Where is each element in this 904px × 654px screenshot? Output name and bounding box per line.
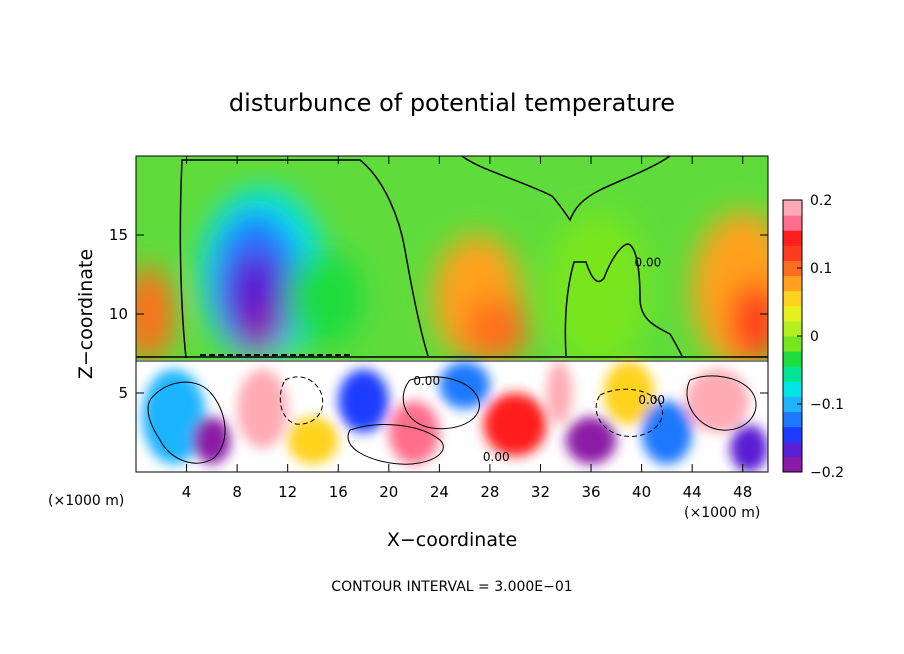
field-blob (730, 282, 768, 362)
field-blob (730, 424, 768, 472)
colorbar-swatch (783, 260, 802, 277)
field-blob (142, 369, 206, 465)
field-blob (439, 361, 490, 409)
colorbar-swatch (783, 215, 802, 231)
lower-contour-d (595, 388, 663, 437)
x-tick-label: 4 (182, 483, 192, 501)
colorbar-swatch (783, 336, 802, 352)
x-tick-label: 40 (632, 483, 651, 501)
contour-label: 0.00 (635, 256, 662, 270)
contour-label: 0.00 (638, 393, 665, 407)
colorbar-swatch (783, 396, 802, 413)
colorbar-swatch (783, 456, 802, 473)
colorbar-swatch (783, 426, 802, 443)
x-tick-label: 24 (430, 483, 449, 501)
colorbar-swatch (783, 275, 802, 292)
field-blob (287, 416, 339, 465)
colorbar-tick-label: 0.2 (810, 193, 832, 209)
zero-contour-top (461, 156, 671, 222)
x-tick-label: 48 (733, 483, 752, 501)
y-tick-label: 10 (109, 305, 128, 323)
lower-contour-b (279, 376, 324, 425)
field-blob (546, 361, 573, 425)
colorbar-swatch (783, 381, 802, 397)
field-blob (136, 266, 174, 362)
field-blob (603, 361, 655, 425)
x-unit-left: (×1000 m) (48, 493, 124, 509)
y-axis: 5 10 15 (109, 226, 768, 402)
contour-interval-label: CONTOUR INTERVAL = 3.000E−01 (331, 579, 572, 595)
field-blob (464, 298, 528, 362)
x-tick-label: 12 (278, 483, 297, 501)
x-tick-label: 36 (581, 483, 600, 501)
colorbar-swatch (783, 351, 802, 367)
field-blob (388, 400, 440, 465)
y-tick-label: 5 (118, 384, 128, 402)
x-axis: 4 8 12 16 20 24 28 32 36 40 44 48 (182, 156, 752, 501)
field-blobs-upper (136, 187, 768, 370)
y-axis-label: Z−coordinate (75, 249, 97, 379)
lower-contour-c (402, 376, 480, 430)
zero-contour-right (564, 243, 683, 357)
field-blob (237, 369, 288, 449)
field-blob (483, 393, 547, 457)
colorbar-tick-label: 0.1 (810, 261, 832, 277)
field-blob (546, 211, 648, 370)
field-blob (685, 369, 750, 433)
field-blob (240, 304, 279, 356)
colorbar-swatch (783, 230, 802, 246)
colorbar-swatch (783, 320, 802, 337)
y-tick-label: 15 (109, 226, 128, 244)
field-blob (192, 416, 231, 465)
lower-contour-f (347, 424, 444, 465)
x-tick-label: 16 (329, 483, 348, 501)
x-tick-label: 28 (480, 483, 499, 501)
field-blob (338, 369, 389, 433)
lower-contour-a (147, 381, 226, 464)
colorbar-ticks: 0.2 0.1 0 −0.1 −0.2 (797, 193, 844, 481)
colorbar-tick-label: −0.2 (810, 465, 844, 481)
contour-labels: 0.00 0.00 0.00 0.00 (413, 256, 665, 464)
colorbar-swatch (783, 441, 802, 458)
field-blob (565, 416, 617, 465)
colorbar-swatch (783, 290, 802, 307)
x-tick-label: 8 (232, 483, 242, 501)
colorbar-swatch (783, 305, 802, 322)
colorbar-tick-label: 0 (810, 329, 819, 345)
lower-contour-e (686, 375, 757, 431)
colorbar-swatch (783, 366, 802, 382)
colorbar (783, 200, 802, 473)
x-unit-right: (×1000 m) (684, 505, 760, 521)
chart-title: disturbunce of potential temperature (229, 89, 675, 117)
contour-label: 0.00 (483, 450, 510, 464)
x-axis-label: X−coordinate (387, 529, 517, 551)
x-tick-label: 44 (683, 483, 702, 501)
x-tick-label: 32 (531, 483, 550, 501)
field-blob (287, 250, 364, 346)
contour-label: 0.00 (413, 374, 440, 388)
turbulent-layer (136, 360, 768, 472)
field-blobs-lower (142, 361, 768, 472)
plot-area: 0.00 0.00 0.00 0.00 (136, 156, 768, 472)
colorbar-swatch (783, 411, 802, 428)
colorbar-swatch (783, 200, 802, 216)
colorbar-swatch (783, 245, 802, 261)
field-blob (641, 400, 693, 465)
zero-contour-left (179, 159, 429, 359)
colorbar-tick-label: −0.1 (810, 397, 844, 413)
x-tick-label: 20 (379, 483, 398, 501)
